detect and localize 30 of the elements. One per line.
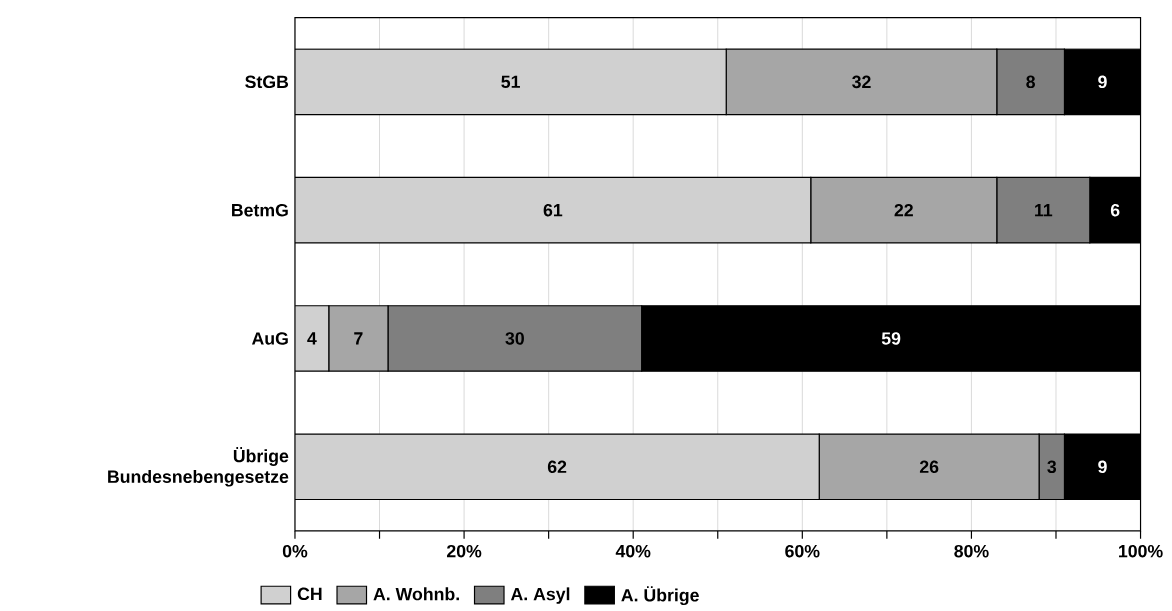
data-label: 30 — [505, 332, 524, 345]
x-tick-label: 20% — [446, 545, 482, 558]
data-label: 51 — [501, 75, 520, 89]
x-tick-label: 60% — [785, 545, 820, 558]
legend-label: A. Wohnb. — [373, 587, 459, 601]
y-tick-label: AuG — [251, 332, 288, 345]
y-tick-label: StGB — [245, 75, 289, 89]
data-label: 61 — [543, 204, 563, 217]
legend-label: A. Übrige — [621, 586, 699, 606]
data-label: 9 — [1098, 460, 1107, 474]
data-label: 9 — [1098, 75, 1107, 89]
y-tick-label: Übrige Bundesnebengesetze — [108, 447, 289, 487]
legend-label: CH — [297, 587, 322, 601]
x-tick-label: 0% — [282, 545, 308, 558]
data-label: 22 — [894, 204, 913, 217]
x-tick-label: 80% — [954, 545, 989, 558]
data-label: 8 — [1026, 75, 1035, 89]
data-label: 32 — [852, 75, 871, 89]
y-tick-label: BetmG — [232, 204, 288, 217]
data-label: 7 — [354, 332, 363, 345]
legend-label: A. Asyl — [510, 587, 570, 605]
data-label: 11 — [1035, 204, 1053, 217]
data-label: 6 — [1110, 204, 1120, 217]
x-tick-label: 100% — [1119, 545, 1163, 558]
data-label: 59 — [881, 332, 901, 345]
data-label: 3 — [1047, 460, 1057, 474]
data-label: 62 — [547, 460, 567, 474]
data-label: 26 — [919, 460, 939, 474]
x-tick-label: 40% — [615, 545, 651, 558]
data-label: 4 — [307, 332, 317, 345]
